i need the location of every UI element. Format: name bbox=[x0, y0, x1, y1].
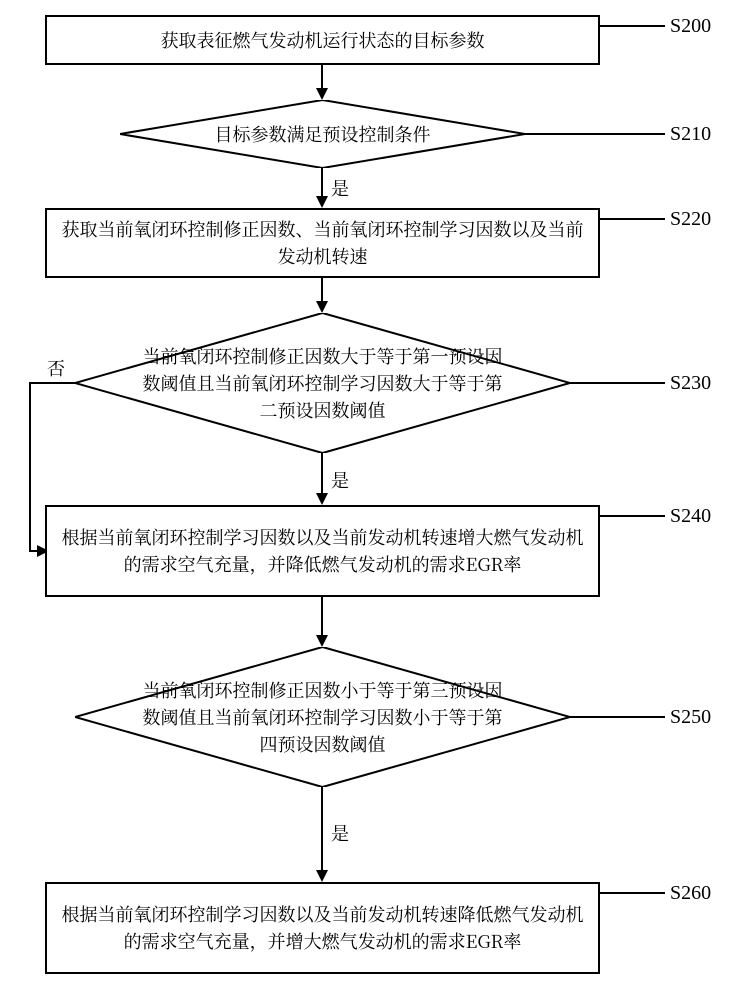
label-s220: S220 bbox=[670, 208, 711, 231]
label-s240: S240 bbox=[670, 505, 711, 528]
arrowhead-220-230 bbox=[316, 301, 328, 313]
leader-s240 bbox=[600, 515, 665, 517]
arrow-250-260 bbox=[321, 787, 323, 872]
label-s210: S210 bbox=[670, 123, 711, 146]
arrowhead-200-210 bbox=[316, 88, 328, 100]
arrow-200-210 bbox=[321, 65, 323, 90]
leader-s250 bbox=[570, 716, 665, 718]
arrow-220-230 bbox=[321, 278, 323, 303]
label-s260: S260 bbox=[670, 882, 711, 905]
process-s200-text: 获取表征燃气发动机运行状态的目标参数 bbox=[161, 27, 485, 54]
decision-s210: 目标参数满足预设控制条件 bbox=[120, 100, 525, 168]
decision-s250: 当前氧闭环控制修正因数小于等于第三预设因数阈值且当前氧闭环控制学习因数小于等于第… bbox=[75, 647, 570, 787]
arrowhead-230-240 bbox=[316, 493, 328, 505]
edge-210-yes: 是 bbox=[331, 175, 349, 201]
label-s250: S250 bbox=[670, 706, 711, 729]
process-s260-text: 根据当前氧闭环控制学习因数以及当前发动机转速降低燃气发动机的需求空气充量，并增大… bbox=[57, 901, 588, 955]
process-s220-text: 获取当前氧闭环控制修正因数、当前氧闭环控制学习因数以及当前发动机转速 bbox=[57, 216, 588, 270]
process-s220: 获取当前氧闭环控制修正因数、当前氧闭环控制学习因数以及当前发动机转速 bbox=[45, 208, 600, 278]
arrowhead-250-260 bbox=[316, 870, 328, 882]
leader-s210 bbox=[525, 133, 665, 135]
decision-s230-text: 当前氧闭环控制修正因数大于等于第一预设因数阈值且当前氧闭环控制学习因数大于等于第… bbox=[135, 343, 510, 424]
decision-s250-text: 当前氧闭环控制修正因数小于等于第三预设因数阈值且当前氧闭环控制学习因数小于等于第… bbox=[135, 677, 510, 758]
arrow-210-220 bbox=[321, 168, 323, 198]
no-path-v bbox=[29, 382, 31, 552]
arrowhead-240-250 bbox=[316, 635, 328, 647]
process-s240: 根据当前氧闭环控制学习因数以及当前发动机转速增大燃气发动机的需求空气充量，并降低… bbox=[45, 505, 600, 597]
edge-230-no: 否 bbox=[47, 355, 65, 381]
decision-s210-text: 目标参数满足预设控制条件 bbox=[215, 121, 431, 148]
leader-s200 bbox=[600, 25, 665, 27]
leader-s260 bbox=[600, 892, 665, 894]
arrowhead-210-220 bbox=[316, 196, 328, 208]
label-s230: S230 bbox=[670, 372, 711, 395]
leader-s230 bbox=[570, 382, 665, 384]
edge-230-yes: 是 bbox=[331, 467, 349, 493]
label-s200: S200 bbox=[670, 15, 711, 38]
flowchart-root: 获取表征燃气发动机运行状态的目标参数 S200 目标参数满足预设控制条件 S21… bbox=[15, 15, 724, 985]
arrow-240-250 bbox=[321, 597, 323, 637]
process-s200: 获取表征燃气发动机运行状态的目标参数 bbox=[45, 15, 600, 65]
decision-s230: 当前氧闭环控制修正因数大于等于第一预设因数阈值且当前氧闭环控制学习因数大于等于第… bbox=[75, 313, 570, 453]
edge-250-yes: 是 bbox=[331, 820, 349, 846]
process-s240-text: 根据当前氧闭环控制学习因数以及当前发动机转速增大燃气发动机的需求空气充量，并降低… bbox=[57, 524, 588, 578]
arrow-230-240 bbox=[321, 453, 323, 495]
process-s260: 根据当前氧闭环控制学习因数以及当前发动机转速降低燃气发动机的需求空气充量，并增大… bbox=[45, 882, 600, 974]
no-path-h1 bbox=[29, 382, 76, 384]
leader-s220 bbox=[600, 218, 665, 220]
